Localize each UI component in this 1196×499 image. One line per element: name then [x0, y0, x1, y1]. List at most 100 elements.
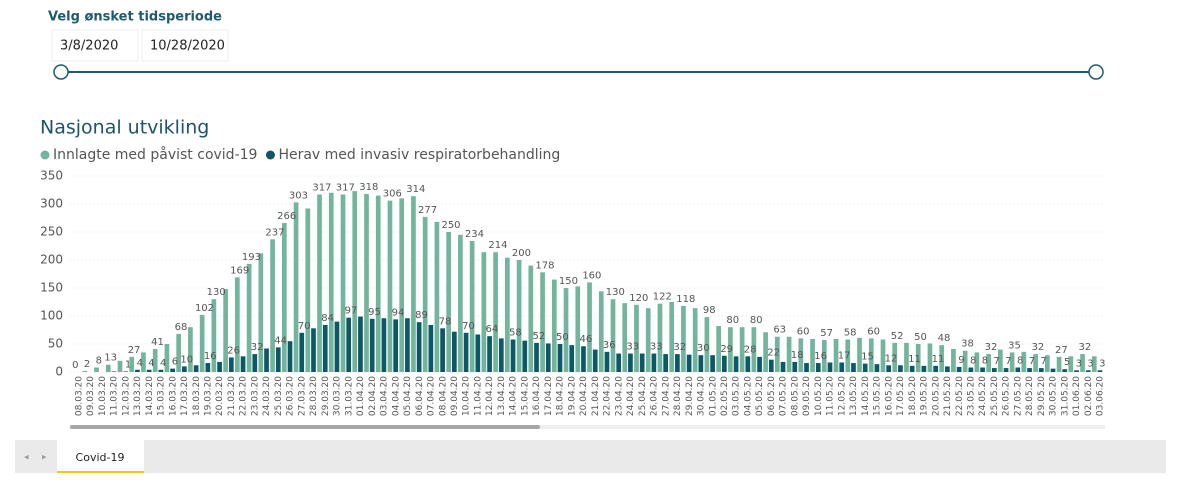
- slider-handle-end[interactable]: [1088, 64, 1104, 80]
- x-tick-label: 11.04.20: [473, 376, 483, 416]
- bar: [639, 353, 645, 372]
- data-label: 214: [488, 240, 507, 251]
- bar: [82, 370, 88, 372]
- data-label: 130: [606, 287, 625, 298]
- bar: [469, 240, 475, 372]
- x-tick-label: 07.04.20: [427, 376, 437, 416]
- bar: [235, 277, 240, 372]
- legend-marker: [265, 150, 275, 160]
- bar: [898, 365, 903, 372]
- data-label: 52: [891, 331, 904, 342]
- data-label: 52: [533, 331, 546, 342]
- tab-next[interactable]: ▸: [42, 453, 47, 463]
- data-label: 60: [797, 326, 810, 337]
- x-tick-label: 02.06.20: [1084, 376, 1094, 416]
- x-tick-label: 09.05.20: [802, 376, 812, 416]
- x-tick-label: 17.04.20: [544, 376, 554, 416]
- bar: [334, 321, 340, 372]
- data-label: 3: [1076, 358, 1082, 369]
- bar: [416, 322, 422, 372]
- x-tick-label: 25.05.20: [990, 376, 1000, 416]
- bar: [199, 314, 205, 372]
- tab-underline: [57, 471, 144, 473]
- bar: [915, 344, 921, 372]
- data-label: 7: [993, 356, 999, 367]
- bar: [1085, 370, 1091, 372]
- data-label: 97: [345, 306, 358, 317]
- bar: [587, 282, 592, 372]
- legend-label: Innlagte med påvist covid-19: [53, 146, 257, 163]
- data-label: 7: [1040, 356, 1046, 367]
- x-tick-label: 08.05.20: [790, 376, 800, 416]
- x-tick-label: 13.03.20: [133, 376, 143, 416]
- data-label: 32: [673, 342, 686, 353]
- slider-handle-start[interactable]: [53, 64, 69, 80]
- bar: [1009, 352, 1015, 372]
- bar: [498, 338, 504, 372]
- bar: [369, 318, 375, 372]
- data-label: 36: [603, 340, 616, 351]
- tab-prev[interactable]: ◂: [24, 453, 29, 463]
- bar: [1038, 368, 1044, 372]
- scrollbar-track[interactable]: [70, 425, 1105, 429]
- bar: [487, 336, 492, 372]
- data-label: 4: [137, 358, 143, 369]
- x-tick-label: 22.05.20: [955, 376, 965, 416]
- data-label: 122: [653, 292, 672, 303]
- data-label: 32: [1079, 342, 1092, 353]
- bar: [821, 340, 827, 372]
- x-tick-label: 28.03.20: [309, 376, 319, 416]
- tab[interactable]: [57, 440, 144, 473]
- bar: [845, 339, 851, 372]
- bar: [692, 308, 698, 372]
- end-date-box[interactable]: [141, 29, 229, 62]
- data-label: 50: [914, 332, 927, 343]
- bar: [880, 339, 886, 372]
- x-tick-label: 29.04.20: [685, 376, 695, 416]
- bar: [945, 366, 950, 372]
- data-label: 41: [151, 337, 164, 348]
- bar: [152, 349, 158, 372]
- tab-label[interactable]: Covid-19: [76, 451, 125, 464]
- bar: [721, 355, 727, 372]
- x-tick-label: 20.04.20: [579, 376, 589, 416]
- bar: [293, 202, 299, 372]
- bar: [998, 349, 1003, 372]
- x-tick-label: 02.04.20: [368, 376, 378, 416]
- bar: [610, 299, 616, 372]
- x-tick-label: 14.05.20: [861, 376, 871, 416]
- bar: [575, 286, 581, 372]
- scrollbar-thumb[interactable]: [70, 425, 540, 429]
- data-label: 306: [383, 189, 402, 200]
- x-tick-label: 19.04.20: [567, 376, 577, 416]
- data-label: 16: [814, 351, 827, 362]
- data-label: 12: [885, 353, 898, 364]
- bar: [446, 232, 452, 372]
- bar: [768, 359, 774, 372]
- bar: [1015, 367, 1021, 372]
- x-tick-label: 27.05.20: [1013, 376, 1023, 416]
- y-tick-label: 150: [40, 281, 63, 295]
- y-tick-label: 0: [55, 365, 63, 379]
- x-tick-label: 27.03.20: [297, 376, 307, 416]
- bar: [804, 363, 809, 372]
- y-tick-label: 350: [40, 169, 63, 183]
- x-tick-label: 23.03.20: [250, 376, 260, 416]
- bar: [258, 253, 264, 372]
- data-label: 38: [961, 339, 974, 350]
- x-tick-label: 26.05.20: [1002, 376, 1012, 416]
- start-date[interactable]: 3/8/2020: [60, 39, 118, 54]
- bar: [763, 332, 768, 372]
- start-date-box[interactable]: [51, 29, 139, 62]
- bar: [886, 365, 892, 372]
- x-tick-label: 15.03.20: [157, 376, 167, 416]
- bar: [481, 252, 487, 372]
- data-label: 57: [820, 328, 833, 339]
- bar: [751, 327, 757, 372]
- x-tick-label: 29.03.20: [321, 376, 331, 416]
- bar: [340, 194, 346, 372]
- data-label: 3: [1099, 358, 1105, 369]
- bar: [592, 349, 598, 372]
- end-date[interactable]: 10/28/2020: [150, 39, 225, 54]
- x-tick-label: 10.04.20: [462, 376, 472, 416]
